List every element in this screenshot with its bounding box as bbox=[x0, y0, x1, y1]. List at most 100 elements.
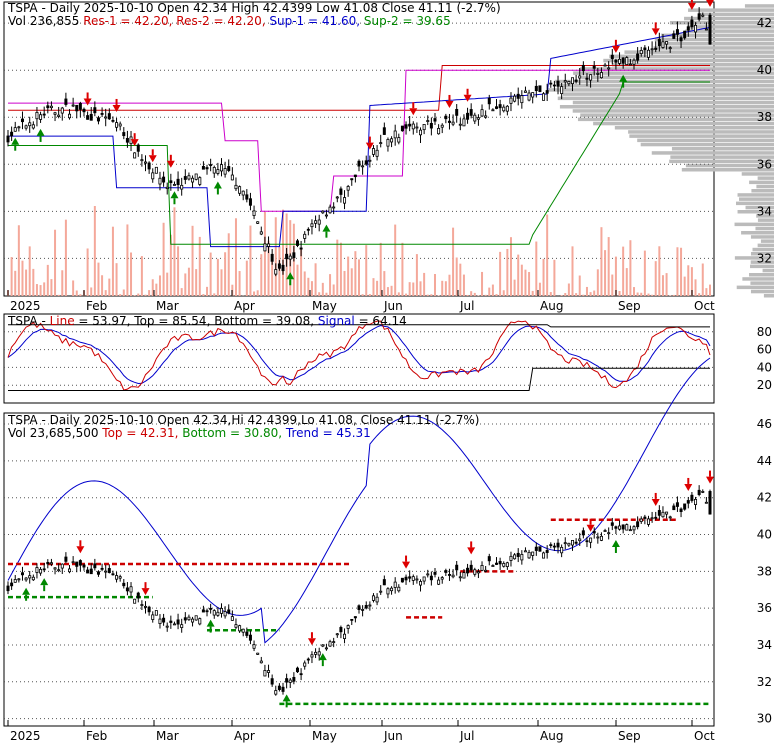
trend-candle bbox=[75, 561, 79, 567]
volume-profile-bar bbox=[741, 172, 774, 176]
volume-bar bbox=[238, 271, 241, 296]
trend-candle bbox=[469, 564, 473, 571]
trend-tick-label: 36 bbox=[757, 601, 772, 615]
volume-bar bbox=[111, 226, 114, 296]
volume-bar bbox=[271, 253, 274, 296]
volume-bar bbox=[358, 259, 360, 296]
trend-candle bbox=[509, 555, 513, 561]
price-candle bbox=[375, 149, 379, 157]
trend-candle bbox=[585, 540, 589, 543]
price-candle bbox=[219, 164, 223, 172]
price-candle bbox=[39, 114, 43, 120]
price-candle bbox=[187, 175, 191, 180]
price-candle bbox=[560, 86, 564, 94]
price-candle bbox=[574, 79, 578, 82]
volume-profile-bar bbox=[637, 138, 774, 143]
trend-candle bbox=[379, 590, 383, 593]
volume-bar bbox=[28, 246, 31, 296]
price-candle bbox=[17, 126, 21, 129]
volume-bar bbox=[491, 284, 494, 296]
trend-candle bbox=[476, 571, 480, 574]
price-buy-arrow bbox=[322, 224, 331, 232]
volume-profile-bar bbox=[736, 201, 774, 206]
volume-profile-bar bbox=[750, 281, 774, 285]
volume-bar bbox=[158, 275, 161, 296]
signal-line bbox=[7, 324, 711, 385]
volume-bar bbox=[513, 279, 516, 296]
price-candle bbox=[104, 116, 108, 119]
price-candle bbox=[607, 67, 611, 70]
oscillator-header-part-0: TSPA - bbox=[7, 314, 50, 328]
price-candle bbox=[592, 65, 596, 69]
volume-bar bbox=[361, 294, 364, 296]
trend-candle bbox=[542, 552, 546, 559]
volume-profile-bar bbox=[739, 197, 774, 201]
price-candle bbox=[429, 122, 433, 129]
volume-bar bbox=[191, 225, 194, 296]
volume-bar bbox=[651, 294, 654, 296]
price-candle bbox=[158, 177, 162, 185]
price-candle bbox=[364, 160, 368, 165]
trend-candle bbox=[60, 563, 64, 569]
price-candle bbox=[451, 121, 455, 125]
trend-candle bbox=[176, 619, 180, 625]
trend-candle bbox=[708, 491, 712, 515]
price-sell-arrow bbox=[687, 2, 696, 10]
volume-bar bbox=[310, 281, 313, 296]
trend-candle bbox=[625, 524, 629, 531]
volume-bar bbox=[607, 237, 610, 296]
trend-candle bbox=[628, 529, 632, 532]
price-candle bbox=[343, 197, 347, 204]
price-candle bbox=[437, 128, 441, 135]
volume-profile-bar bbox=[762, 268, 774, 273]
volume-bar bbox=[122, 289, 125, 296]
trend-candle bbox=[86, 569, 90, 574]
volume-bar bbox=[499, 251, 502, 296]
price-candle bbox=[556, 80, 560, 87]
volume-profile-bar bbox=[752, 247, 774, 252]
price-candle bbox=[198, 177, 202, 185]
volume-bar bbox=[473, 292, 476, 296]
volume-bar bbox=[658, 246, 661, 296]
trend-candle bbox=[274, 690, 278, 695]
trend-candle bbox=[643, 516, 647, 519]
price-candle bbox=[585, 77, 589, 80]
price-header-line2-part-1: Res-1 = 42.20, bbox=[83, 14, 176, 28]
volume-profile-bar bbox=[580, 113, 774, 117]
oscillator-header-part-3: Signal bbox=[318, 314, 355, 328]
price-candle bbox=[545, 90, 549, 94]
trend-candle bbox=[654, 516, 658, 519]
volume-profile-bar bbox=[653, 46, 774, 50]
price-x-label: Aug bbox=[540, 299, 563, 313]
trend-candle bbox=[306, 658, 310, 661]
volume-bar bbox=[256, 290, 259, 296]
volume-bar bbox=[343, 270, 346, 296]
price-candle bbox=[704, 28, 708, 31]
volume-bar bbox=[509, 237, 512, 296]
volume-profile-bar bbox=[749, 180, 774, 185]
price-candle bbox=[400, 125, 404, 132]
price-tick-label: 42 bbox=[757, 16, 772, 30]
volume-bar bbox=[578, 275, 581, 296]
price-candle bbox=[661, 41, 665, 48]
trend-candle bbox=[183, 617, 187, 621]
volume-bar bbox=[506, 248, 509, 296]
trend-x-label: Sep bbox=[618, 729, 641, 743]
price-candle bbox=[447, 120, 451, 123]
trend-tick-label: 40 bbox=[757, 528, 772, 542]
trend-candle bbox=[191, 618, 195, 623]
volume-profile-bar bbox=[661, 33, 774, 38]
volume-profile-bar bbox=[603, 58, 774, 63]
price-candle bbox=[668, 47, 672, 50]
trend-candle bbox=[104, 570, 108, 573]
volume-bar bbox=[488, 287, 491, 296]
volume-bar bbox=[173, 207, 176, 296]
price-candle bbox=[516, 93, 520, 99]
volume-bar bbox=[495, 294, 498, 296]
volume-bar bbox=[553, 259, 556, 296]
trend-candle bbox=[599, 535, 603, 541]
trend-candle bbox=[299, 673, 303, 676]
volume-profile-bar bbox=[556, 84, 774, 88]
price-candle bbox=[549, 82, 553, 85]
trend-x-label: Mar bbox=[156, 729, 179, 743]
